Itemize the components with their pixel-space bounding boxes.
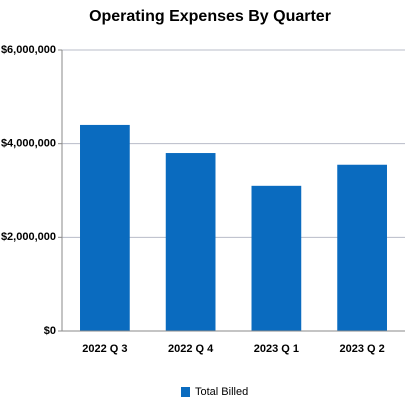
y-tick-label: $6,000,000 [1, 44, 56, 56]
y-tick-label: $0 [44, 325, 56, 337]
x-tick-label: 2023 Q 2 [339, 343, 384, 355]
bar [165, 153, 216, 331]
chart-title: Operating Expenses By Quarter [89, 8, 331, 25]
bar [251, 185, 302, 331]
legend-swatch [181, 387, 190, 397]
bar [337, 164, 387, 331]
legend-label: Total Billed [195, 386, 248, 398]
x-tick-label: 2022 Q 3 [82, 343, 127, 355]
x-tick-label: 2023 Q 1 [254, 343, 299, 355]
y-tick-label: $2,000,000 [1, 231, 56, 243]
y-tick-label: $4,000,000 [1, 138, 56, 150]
bar [80, 124, 130, 331]
x-tick-label: 2022 Q 4 [168, 343, 214, 355]
